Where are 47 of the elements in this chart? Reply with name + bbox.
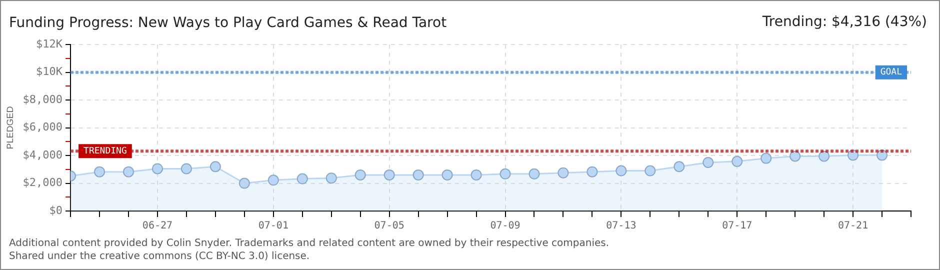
point <box>238 178 250 189</box>
point <box>616 165 627 176</box>
y-tick-label: $8,000 <box>22 92 63 106</box>
point <box>442 169 453 180</box>
text: Shared under the creative commons (CC BY-NC 3.0) license. <box>9 251 310 262</box>
chart-title: Funding Progress: New Ways to Play Card Games & Read Tarot <box>9 15 447 31</box>
y-tick-label: $6,000 <box>22 120 63 134</box>
x-tick-label: 07-05 <box>374 220 404 232</box>
y-tick-label: $12K <box>36 37 63 50</box>
point <box>326 172 337 184</box>
point <box>674 161 685 172</box>
point <box>528 168 540 180</box>
x-tick-label: 07-17 <box>722 220 752 232</box>
point <box>558 167 569 178</box>
point <box>123 166 134 178</box>
x-tick-label: 07-13 <box>606 220 636 232</box>
x-tick-label: 07-09 <box>490 220 520 232</box>
point <box>818 150 830 162</box>
point <box>586 166 598 178</box>
point <box>732 156 743 167</box>
y-tick-label: $4,000 <box>22 148 63 162</box>
y-tick-label: $2,000 <box>22 176 63 190</box>
point <box>760 152 772 164</box>
ref-line-label: TRENDING <box>84 146 127 156</box>
point <box>180 163 192 174</box>
chart-subtitle: Trending: $4,316 (43%) <box>762 14 927 30</box>
x-tick-label: 06-27 <box>142 220 173 232</box>
point <box>412 169 424 180</box>
x-tick-label: 07-21 <box>838 220 868 232</box>
point <box>470 169 482 180</box>
point <box>500 168 511 180</box>
y-tick-label: $0 <box>49 204 63 217</box>
point <box>354 169 366 180</box>
point <box>152 163 163 174</box>
point <box>296 173 308 184</box>
text: Additional content provided by Colin Snyder. Trademarks and related content are owned by their respective companies. <box>9 238 610 249</box>
point <box>384 169 395 180</box>
y-tick-label: $10K <box>36 65 63 78</box>
point <box>644 165 656 176</box>
ref-line-label: GOAL <box>880 68 902 78</box>
point <box>268 174 279 186</box>
point <box>790 150 801 162</box>
point <box>210 161 221 172</box>
point <box>94 166 106 178</box>
x-tick-label: 07-01 <box>258 220 288 232</box>
y-axis-title: PLEDGED <box>4 106 15 150</box>
point <box>702 156 714 168</box>
